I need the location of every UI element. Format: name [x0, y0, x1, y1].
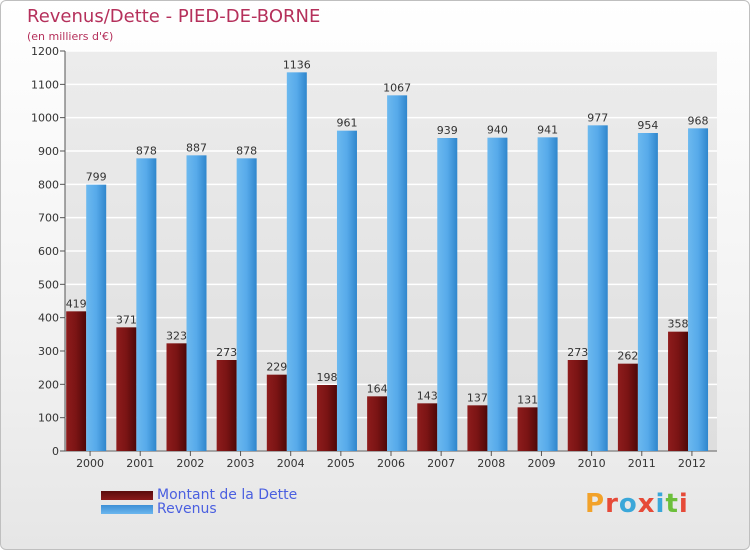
legend-swatch-debt [101, 490, 153, 500]
brand-letter: o [618, 489, 638, 519]
bar-debt [367, 396, 388, 451]
bar-debt [166, 343, 187, 451]
data-label-debt: 131 [517, 393, 538, 406]
data-label-debt: 262 [617, 350, 638, 363]
data-label-revenue: 968 [688, 114, 709, 127]
bar-revenue [236, 158, 257, 452]
brand-letter: P [585, 489, 606, 519]
data-label-debt: 137 [467, 391, 488, 404]
brand-letter: i [655, 489, 666, 519]
bar-revenue [587, 125, 608, 451]
bar-revenue [136, 158, 157, 452]
data-label-debt: 358 [668, 318, 689, 331]
data-label-revenue: 954 [637, 119, 658, 132]
bar-debt [567, 360, 588, 451]
legend-item-debt: Montant de la Dette [101, 487, 298, 503]
chart-title: Revenus/Dette - PIED-DE-BORNE [27, 6, 321, 27]
x-tick-label: 2002 [176, 457, 204, 470]
y-tick-label: 1100 [31, 78, 59, 91]
x-tick-label: 2006 [377, 457, 405, 470]
x-tick-label: 2005 [327, 457, 355, 470]
data-label-debt: 371 [116, 313, 137, 326]
y-tick-label: 200 [38, 378, 59, 391]
brand-logo: Proxiti [585, 489, 695, 525]
bar-revenue [537, 137, 558, 452]
data-label-revenue: 977 [587, 111, 608, 124]
x-tick-label: 2011 [628, 457, 656, 470]
y-tick-label: 1200 [31, 45, 59, 58]
bar-revenue [86, 184, 107, 451]
x-tick-label: 2010 [578, 457, 606, 470]
bar-revenue [387, 95, 408, 451]
brand-letter: x [637, 489, 656, 519]
bar-debt [517, 407, 538, 451]
bar-revenue [487, 137, 508, 451]
data-label-debt: 273 [567, 346, 588, 359]
y-tick-label: 900 [38, 145, 59, 158]
y-tick-label: 300 [38, 345, 59, 358]
bar-revenue [437, 138, 458, 451]
data-label-debt: 323 [166, 329, 187, 342]
data-label-revenue: 961 [336, 117, 357, 130]
legend-label-debt: Montant de la Dette [157, 487, 298, 503]
bar-debt [467, 405, 488, 451]
bar-debt [266, 374, 287, 451]
bar-revenue [637, 133, 658, 451]
y-tick-label: 0 [52, 445, 59, 458]
x-tick-label: 2007 [427, 457, 455, 470]
bar-revenue [286, 72, 307, 451]
x-tick-label: 2001 [126, 457, 154, 470]
data-label-debt: 419 [66, 297, 87, 310]
data-label-debt: 164 [367, 382, 388, 395]
y-tick-label: 100 [38, 412, 59, 425]
bar-revenue [186, 155, 207, 452]
y-tick-label: 600 [38, 245, 59, 258]
data-label-revenue: 941 [537, 123, 558, 136]
data-label-debt: 198 [316, 371, 337, 384]
y-tick-label: 800 [38, 178, 59, 191]
y-tick-label: 500 [38, 278, 59, 291]
legend-label-revenue: Revenus [157, 501, 217, 517]
bar-debt [417, 403, 438, 451]
y-tick-label: 400 [38, 312, 59, 325]
data-label-revenue: 878 [136, 144, 157, 157]
bar-debt [216, 360, 237, 451]
x-tick-label: 2004 [277, 457, 305, 470]
bar-debt [617, 363, 638, 451]
x-tick-label: 2009 [527, 457, 555, 470]
chart-subtitle: (en milliers d'€) [27, 30, 114, 43]
brand-letter: i [678, 489, 689, 519]
x-tick-label: 2000 [76, 457, 104, 470]
data-label-revenue: 878 [236, 144, 257, 157]
bar-debt [116, 327, 137, 451]
bar-debt [66, 311, 87, 451]
brand-letter: r [605, 489, 619, 519]
x-tick-label: 2008 [477, 457, 505, 470]
x-tick-label: 2012 [678, 457, 706, 470]
data-label-revenue: 887 [186, 141, 207, 154]
data-label-debt: 273 [216, 346, 237, 359]
y-tick-label: 700 [38, 212, 59, 225]
bar-revenue [688, 128, 709, 451]
data-label-revenue: 939 [437, 124, 458, 137]
data-label-revenue: 940 [487, 124, 508, 137]
brand-letter: t [665, 489, 679, 519]
data-label-revenue: 799 [86, 171, 107, 184]
y-tick-label: 1000 [31, 112, 59, 125]
data-label-revenue: 1136 [283, 58, 311, 71]
bar-debt [668, 331, 689, 451]
x-tick-label: 2003 [227, 457, 255, 470]
bar-revenue [336, 130, 357, 451]
data-label-debt: 143 [417, 389, 438, 402]
data-label-debt: 229 [266, 361, 287, 374]
bar-debt [316, 385, 337, 451]
legend-swatch-revenue [101, 504, 153, 514]
data-label-revenue: 1067 [383, 81, 411, 94]
legend-item-revenue: Revenus [101, 501, 217, 517]
